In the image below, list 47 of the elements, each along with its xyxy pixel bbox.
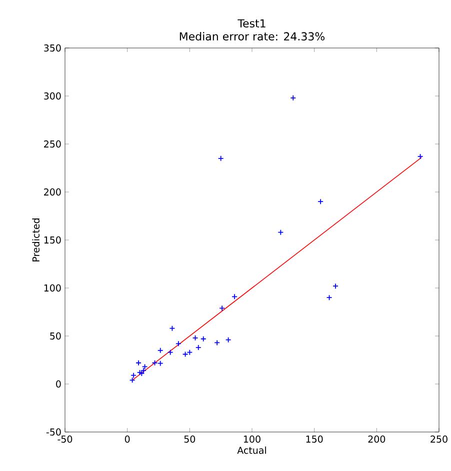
x-tick-label: 0: [124, 436, 130, 443]
y-tick-label: 300: [44, 92, 61, 100]
y-axis-title: Predicted: [32, 218, 40, 262]
y-tick-label: 350: [44, 44, 61, 52]
point: [218, 155, 224, 162]
x-tick-label: 50: [184, 436, 196, 443]
point: [136, 360, 142, 366]
y-tick-label: 150: [44, 236, 61, 244]
x-tick-label: 250: [430, 436, 448, 443]
point: [130, 372, 137, 378]
point: [225, 336, 232, 343]
point: [318, 198, 324, 205]
point: [169, 325, 176, 332]
point: [167, 349, 174, 356]
point: [192, 334, 198, 341]
point: [278, 229, 284, 236]
point: [200, 336, 206, 342]
point: [182, 351, 188, 358]
point: [129, 377, 136, 384]
point: [136, 370, 143, 376]
chart-title: Test1: [238, 19, 266, 28]
point: [290, 94, 296, 101]
x-tick-label: -50: [58, 436, 72, 443]
point: [175, 340, 182, 347]
y-tick-label: 200: [44, 188, 61, 196]
y-tick-label: 250: [44, 140, 61, 148]
point: [157, 347, 164, 354]
x-tick-label: 100: [244, 436, 260, 443]
y-tick-label: -50: [46, 428, 61, 436]
x-axis-title: Actual: [237, 446, 266, 454]
point: [332, 283, 338, 290]
y-tick-label: 100: [44, 284, 61, 292]
point: [195, 344, 202, 350]
point: [326, 294, 332, 301]
chart-subtitle: Median error rate: 24.33%: [180, 32, 325, 40]
point: [417, 154, 424, 160]
point: [186, 349, 193, 356]
y-tick-label: 0: [56, 380, 61, 388]
x-tick-label: 150: [306, 436, 323, 443]
point: [152, 360, 158, 366]
point: [142, 364, 148, 370]
x-tick-label: 200: [368, 436, 386, 443]
point: [214, 340, 220, 346]
y-tick-label: 50: [50, 332, 61, 340]
point: [157, 360, 164, 366]
point: [232, 294, 238, 300]
point: [219, 305, 226, 312]
